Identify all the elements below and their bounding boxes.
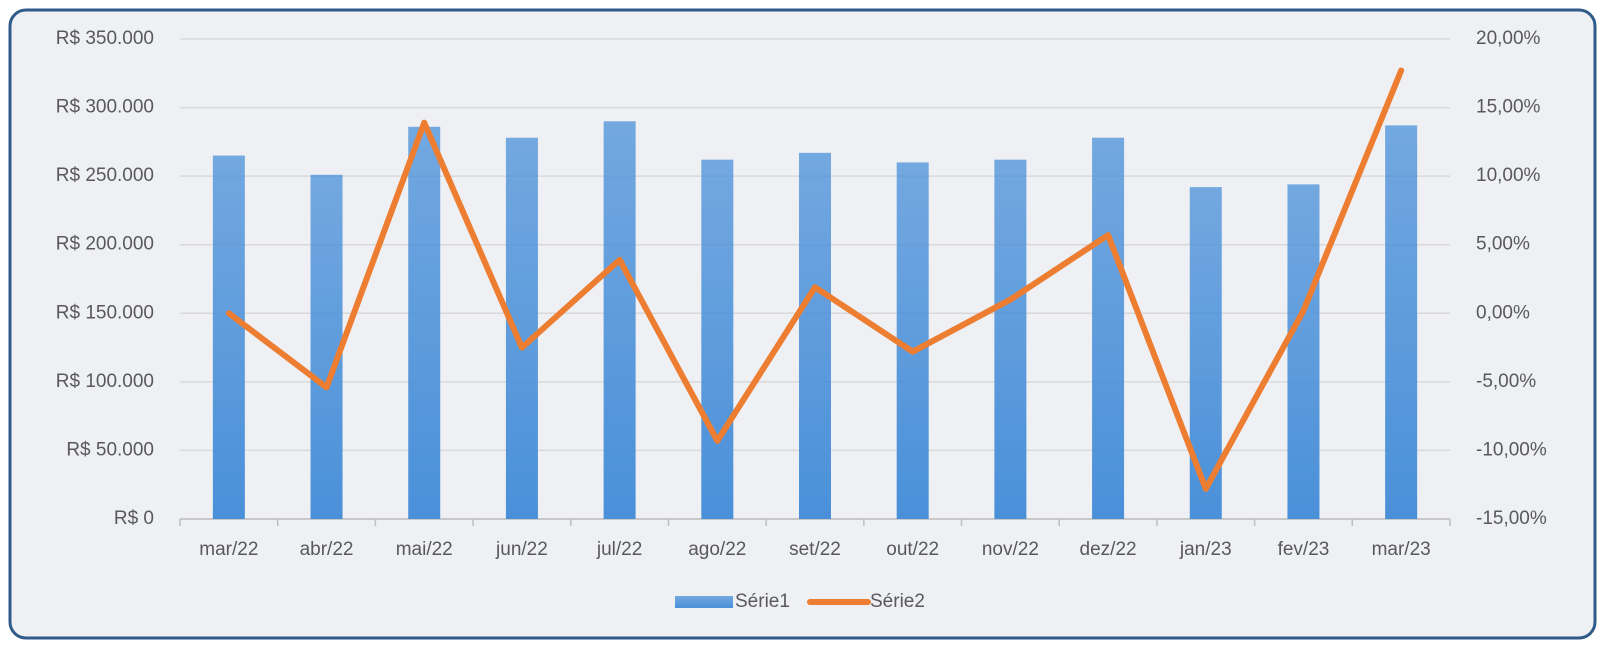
line xyxy=(225,67,1405,492)
y-tick-label: R$ 150.000 xyxy=(56,302,154,323)
bar xyxy=(701,159,734,519)
legend-swatch xyxy=(675,596,733,608)
y-tick-label: R$ 100.000 xyxy=(56,371,154,392)
y2-tick-label: -5,00% xyxy=(1476,371,1536,392)
y2-tick-label: 20,00% xyxy=(1476,28,1541,49)
y-tick-label: R$ 0 xyxy=(114,508,154,529)
y-tick-label: R$ 300.000 xyxy=(56,97,154,118)
bar xyxy=(408,126,441,520)
bar xyxy=(603,121,636,520)
x-tick-label: out/22 xyxy=(886,539,939,560)
bar xyxy=(1092,137,1125,519)
y-tick-label: R$ 350.000 xyxy=(56,28,154,49)
y2-tick-label: 0,00% xyxy=(1476,302,1530,323)
y2-tick-label: -10,00% xyxy=(1476,439,1547,460)
y2-tick-label: 10,00% xyxy=(1476,165,1541,186)
legend-label: Série1 xyxy=(735,591,790,612)
bar xyxy=(1287,184,1320,519)
x-tick-label: dez/22 xyxy=(1080,539,1137,560)
x-tick-label: ago/22 xyxy=(688,539,746,560)
bar xyxy=(896,162,929,519)
x-tick-label: mar/22 xyxy=(199,539,258,560)
bar xyxy=(310,174,343,519)
y2-tick-label: -15,00% xyxy=(1476,508,1547,529)
x-tick-label: mar/23 xyxy=(1372,539,1431,560)
y-tick-label: R$ 200.000 xyxy=(56,234,154,255)
y-tick-label: R$ 50.000 xyxy=(66,439,154,460)
x-tick-label: jun/22 xyxy=(495,539,548,560)
y2-tick-label: 5,00% xyxy=(1476,234,1530,255)
bar xyxy=(799,152,831,520)
x-tick-label: jul/22 xyxy=(596,539,642,560)
x-tick-label: nov/22 xyxy=(982,539,1039,560)
bar xyxy=(994,159,1027,519)
bar xyxy=(1385,125,1418,520)
x-tick-label: abr/22 xyxy=(300,539,354,560)
bar xyxy=(212,155,245,520)
x-tick-label: mai/22 xyxy=(396,539,453,560)
x-tick-label: jan/23 xyxy=(1179,539,1232,560)
y-tick-label: R$ 250.000 xyxy=(56,165,154,186)
legend-label: Série2 xyxy=(870,591,925,612)
x-tick-label: set/22 xyxy=(789,539,841,560)
y2-tick-label: 15,00% xyxy=(1476,97,1541,118)
x-tick-label: fev/23 xyxy=(1278,539,1330,560)
